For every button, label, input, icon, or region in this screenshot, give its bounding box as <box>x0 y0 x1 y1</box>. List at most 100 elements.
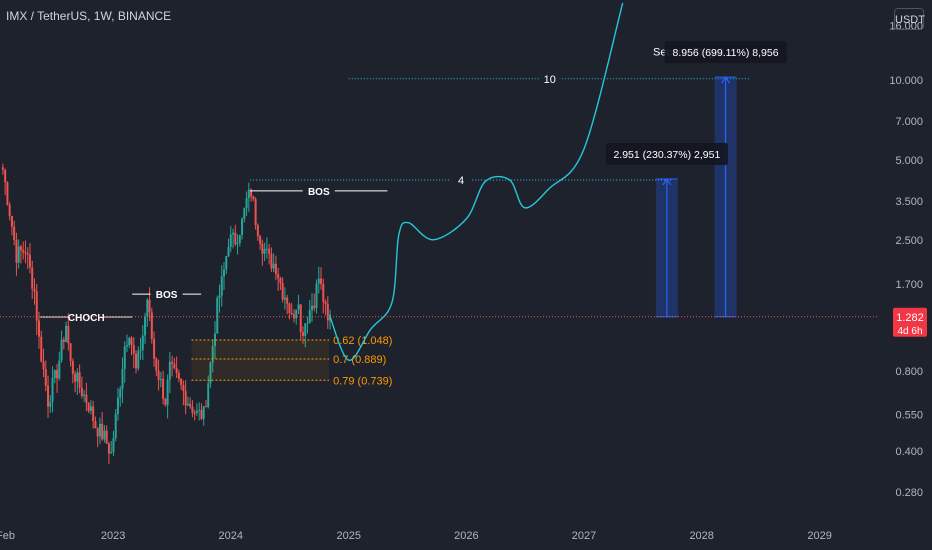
candle-body <box>195 410 198 413</box>
candles <box>1 163 332 465</box>
structure-label: CHOCH <box>68 313 105 324</box>
candle-body <box>80 387 83 397</box>
candle-body <box>137 350 140 369</box>
candle-body <box>35 291 38 321</box>
candle-body <box>283 297 286 300</box>
candle-body <box>76 372 79 382</box>
candle-body <box>313 305 316 309</box>
candle-body <box>173 363 176 369</box>
candle-body <box>148 299 151 313</box>
candle-body <box>301 332 304 336</box>
candle-body <box>286 297 289 304</box>
candle-body <box>263 248 266 254</box>
candle-body <box>241 218 244 235</box>
candle-body <box>281 282 284 300</box>
candle-body <box>320 278 323 284</box>
fib-zone <box>191 340 330 381</box>
candle-body <box>157 370 160 380</box>
price-badge-countdown: 4d 6h <box>897 326 922 337</box>
candle-body <box>182 385 185 391</box>
candle-body <box>53 370 56 379</box>
candle-body <box>297 304 300 310</box>
candle-body <box>42 361 45 370</box>
structure-label-bg <box>302 183 335 197</box>
candle-body <box>114 413 117 438</box>
target-label: 10 <box>544 74 556 86</box>
candle-body <box>71 361 74 374</box>
candle-body <box>277 274 280 279</box>
measure-label-bg <box>664 41 787 64</box>
candle-body <box>58 360 61 379</box>
candle-body <box>19 246 22 251</box>
candle-body <box>116 397 119 414</box>
candle-body <box>290 313 293 315</box>
candle-body <box>139 349 142 351</box>
target-label: 4 <box>458 175 464 187</box>
y-tick-label: 0.800 <box>895 366 923 378</box>
candle-body <box>17 246 20 263</box>
price-badge <box>893 307 927 337</box>
candle-body <box>193 412 196 414</box>
structure-label: BOS <box>308 187 330 198</box>
candle-body <box>259 236 262 244</box>
y-tick-label: 0.550 <box>895 409 923 421</box>
candle-body <box>299 304 302 333</box>
candle-body <box>322 283 325 302</box>
candle-body <box>146 299 149 317</box>
candle-body <box>162 378 165 399</box>
y-tick-label: 0.280 <box>895 487 923 499</box>
candle-body <box>26 253 29 255</box>
measure-label: 8.956 (699.11%) 8,956 <box>673 47 779 59</box>
candle-body <box>175 368 178 374</box>
candle-body <box>184 390 187 406</box>
candle-body <box>96 428 99 437</box>
candle-body <box>51 378 54 402</box>
candle-body <box>123 346 126 369</box>
candle-body <box>94 421 97 429</box>
candle-body <box>247 189 250 199</box>
candle-body <box>270 253 273 269</box>
y-tick-label: 10.000 <box>889 75 923 87</box>
candle-body <box>171 361 174 364</box>
candle-body <box>150 312 153 339</box>
target-label-bg <box>539 71 560 86</box>
candle-body <box>130 337 133 345</box>
structure-label-bg <box>70 309 103 323</box>
y-tick-label: 2.500 <box>895 235 923 247</box>
candle-body <box>268 248 271 254</box>
candle-body <box>279 278 282 283</box>
candle-body <box>98 423 101 437</box>
candle-body <box>56 370 59 379</box>
candle-body <box>38 320 41 337</box>
candle-body <box>13 226 16 240</box>
candle-body <box>135 353 138 369</box>
candle-body <box>4 169 7 183</box>
chart-title: IMX / TetherUS, 1W, BINANCE <box>6 9 172 23</box>
candle-body <box>40 336 43 362</box>
candle-body <box>225 256 228 270</box>
candle-body <box>6 182 9 205</box>
candle-body <box>200 410 203 419</box>
candle-body <box>65 325 68 342</box>
candle-body <box>177 373 180 379</box>
candle-body <box>306 322 309 324</box>
candle-body <box>245 198 248 209</box>
candle-body <box>202 406 205 419</box>
candle-body <box>288 303 291 314</box>
candle-body <box>132 344 135 354</box>
measure-label: 2.951 (230.37%) 2,951 <box>613 149 720 161</box>
candle-body <box>213 333 216 347</box>
candle-body <box>22 250 25 253</box>
candle-body <box>60 339 63 361</box>
y-tick-label: 3.500 <box>895 196 923 208</box>
candle-body <box>191 406 194 413</box>
candle-body <box>272 263 275 269</box>
candle-body <box>74 373 77 382</box>
candle-body <box>292 314 295 319</box>
candle-body <box>24 252 27 254</box>
candle-body <box>274 263 277 275</box>
y-tick-label: 5.000 <box>895 155 923 167</box>
x-tick-label: 2023 <box>101 530 125 542</box>
currency-selector[interactable]: USDT <box>894 8 925 30</box>
